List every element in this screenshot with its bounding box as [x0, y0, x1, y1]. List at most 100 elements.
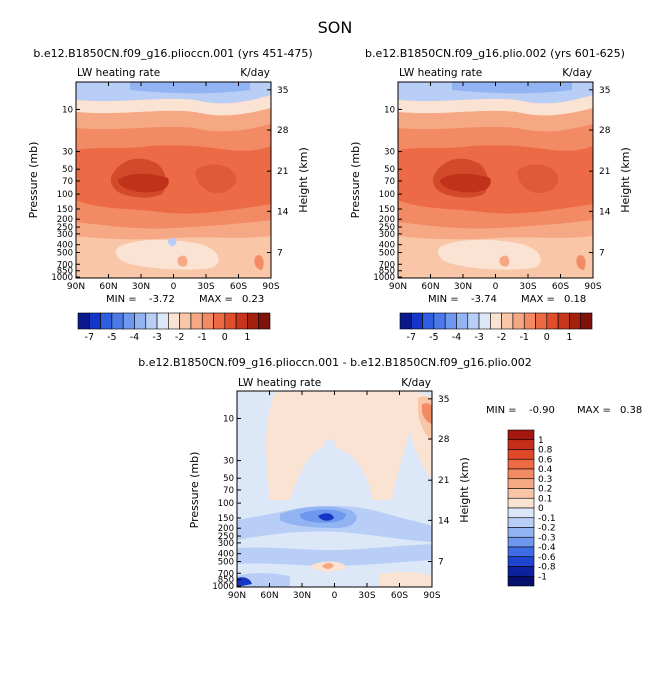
panel-b-max-label: MAX =: [521, 294, 555, 305]
colorbar-diff-label: 0.8: [538, 446, 553, 456]
colorbar-a-swatch: [156, 312, 169, 330]
colorbar-a-label: -3: [152, 332, 161, 343]
panel-c-yrtick-label: 21: [438, 476, 449, 486]
panel-c-ytick-label: 850: [218, 576, 234, 586]
colorbar-b-label: -1: [519, 332, 528, 343]
colorbar-diff-label: -0.8: [538, 563, 556, 573]
panel-c-xtick-label: 0: [332, 591, 338, 601]
colorbar-a-label: -4: [130, 332, 139, 343]
panel-b-ytick-label: 10: [384, 105, 395, 115]
colorbar-diff-swatch: [507, 429, 535, 441]
panel-b-ytick-label: 50: [384, 165, 395, 175]
colorbar-b-label: -2: [497, 332, 506, 343]
panel-b-ytick-label: 500: [379, 249, 395, 259]
panel-c-xtick-label: 60S: [391, 591, 408, 601]
panel-a-yrtick-label: 14: [277, 207, 289, 217]
panel-a-ytick-label: 300: [57, 230, 73, 240]
panel-a-min-value: -3.72: [149, 294, 175, 305]
panel-b-yrtick-label: 14: [599, 207, 611, 217]
panel-a: b.e12.B1850CN.f09_g16.plioccn.001 (yrs 4…: [27, 47, 313, 305]
panel-c: b.e12.B1850CN.f09_g16.plioccn.001 - b.e1…: [138, 356, 642, 601]
colorbar-b-swatch: [557, 312, 570, 330]
colorbar-b-swatch: [478, 312, 491, 330]
panel-c-yrtick-label: 35: [438, 395, 449, 405]
colorbar-diff-swatch: [507, 556, 535, 567]
panel-a-xtick-label: 60S: [230, 282, 247, 292]
colorbar-a-swatch: [224, 312, 237, 330]
panel-a-ylabel: Pressure (mb): [27, 142, 40, 219]
colorbar-diff: 10.80.60.40.30.20.10-0.1-0.2-0.3-0.4-0.6…: [507, 429, 556, 587]
colorbar-diff-label: 1: [538, 436, 544, 446]
colorbar-diff-swatch: [507, 497, 535, 509]
panel-b-xtick-label: 60S: [552, 282, 569, 292]
panel-b-ytick-label: 200: [379, 215, 395, 225]
panel-c-ylabel-right: Height (km): [458, 457, 471, 523]
colorbar-diff-swatch: [507, 488, 535, 499]
colorbar-a-swatch: [134, 312, 147, 330]
panel-a-contour-upper-light: [76, 95, 271, 116]
panel-b-variable-label: LW heating rate: [399, 67, 482, 79]
panel-a-max-value: 0.23: [242, 294, 264, 305]
colorbar-diff-label: -0.4: [538, 543, 556, 553]
colorbar-a-swatch: [179, 312, 192, 330]
panel-b-yrtick-label: 21: [599, 167, 610, 177]
panel-b-ylabel: Pressure (mb): [349, 142, 362, 219]
panel-b-xtick-label: 60N: [421, 282, 439, 292]
panel-a-ytick-label: 500: [57, 249, 73, 259]
colorbar-a-label: -1: [197, 332, 206, 343]
panel-b-units-label: K/day: [562, 67, 592, 79]
panel-c-yr-ticks: 35 28 21 14 7: [428, 395, 450, 568]
colorbar-a-swatch: [168, 312, 180, 330]
panel-a-units-label: K/day: [240, 67, 270, 79]
colorbar-diff-swatch: [507, 546, 535, 558]
panel-a-stats: MIN = -3.72 MAX = 0.23: [106, 294, 264, 305]
colorbar-diff-label: -0.6: [538, 553, 556, 563]
panel-a-ytick-label: 10: [62, 105, 73, 115]
panel-c-contours: [237, 391, 432, 587]
colorbar-a-label: 0: [222, 332, 228, 343]
panel-b-x-ticks: 90N 60N 30N 0 30S 60S 90S: [389, 82, 602, 292]
panel-b-ytick-label: 250: [379, 223, 395, 233]
panel-b-yrtick-label: 7: [599, 249, 605, 259]
colorbar-b-swatch: [410, 312, 423, 330]
panel-a-contour-core-right: [195, 164, 237, 194]
colorbar-diff-label: -0.3: [538, 533, 556, 543]
colorbar-diff-label: -0.1: [538, 514, 556, 524]
colorbar-b-swatch: [523, 312, 536, 330]
panel-a-ytick-label: 100: [57, 190, 73, 200]
colorbar-b-swatch: [444, 312, 457, 330]
colorbar-diff-swatch: [507, 449, 535, 460]
panel-a-yrtick-label: 28: [277, 126, 289, 136]
panel-c-ytick-label: 500: [218, 558, 234, 568]
colorbar-a-label: -5: [107, 332, 116, 343]
colorbar-b-swatch: [535, 312, 548, 330]
colorbar-diff-label: -1: [538, 572, 547, 582]
panel-a-contour-core-left2: [118, 173, 169, 193]
colorbar-a-swatch: [247, 312, 260, 330]
panel-a-ytick-label: 700: [57, 260, 73, 270]
colorbar-b-swatch: [569, 312, 582, 330]
colorbar-diff-label: 0.4: [538, 465, 553, 475]
colorbar-a-label: -7: [85, 332, 94, 343]
figure-title: SON: [318, 18, 353, 37]
colorbar-a-swatch: [235, 312, 248, 330]
panel-a-xtick-label: 60N: [99, 282, 117, 292]
panel-a-contour-blip: [168, 237, 177, 247]
panel-a-yrtick-label: 35: [277, 86, 288, 96]
panel-a-ytick-label: 250: [57, 223, 73, 233]
colorbar-a-swatch: [100, 312, 113, 330]
panel-c-ytick-label: 100: [218, 499, 234, 509]
colorbar-a-swatch: [88, 312, 101, 330]
panel-b-yrtick-label: 35: [599, 86, 610, 96]
panel-a-contour-surface-light: [115, 239, 219, 270]
panel-a-contour-top2: [130, 82, 250, 94]
colorbar-a-swatch: [258, 312, 271, 330]
colorbar-diff-swatch: [507, 468, 535, 480]
colorbar-b-swatch: [512, 312, 525, 330]
panel-a-contour-core: [76, 145, 271, 215]
colorbar-b-swatch: [422, 312, 435, 330]
panel-c-ytick-label: 250: [218, 532, 234, 542]
colorbar-diff-swatch: [507, 517, 535, 528]
